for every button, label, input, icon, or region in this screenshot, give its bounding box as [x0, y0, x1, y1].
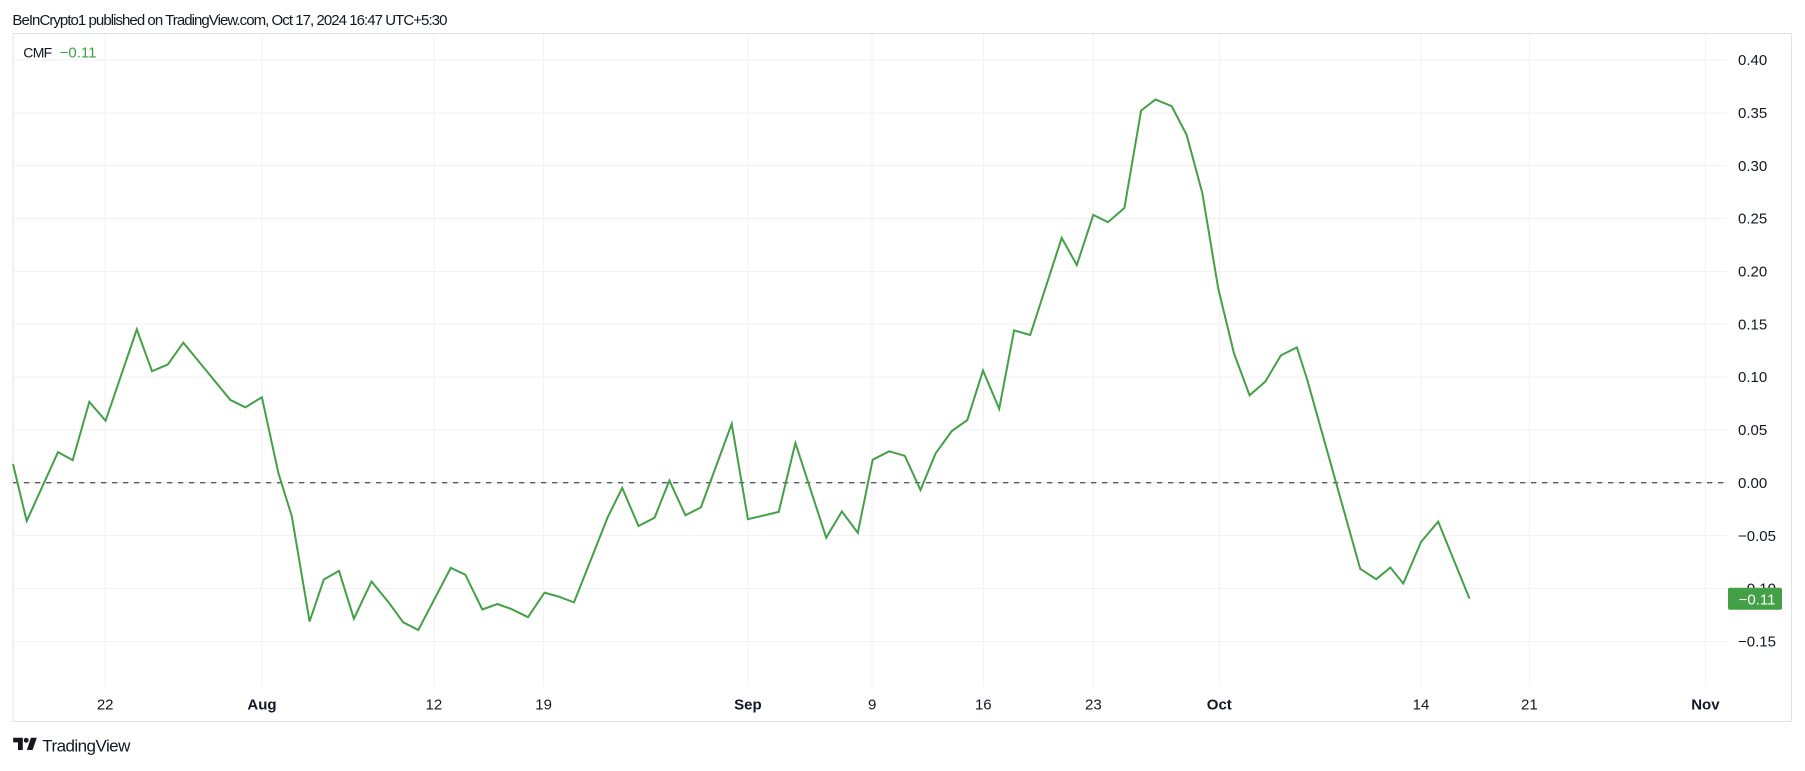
svg-text:12: 12 — [426, 697, 443, 714]
svg-text:−0.11: −0.11 — [1739, 591, 1776, 608]
svg-text:Sep: Sep — [734, 697, 762, 714]
svg-text:0.00: 0.00 — [1738, 475, 1767, 492]
svg-text:0.15: 0.15 — [1738, 316, 1767, 333]
svg-text:BeInCrypto1 published on Tradi: BeInCrypto1 published on TradingView.com… — [12, 12, 447, 29]
svg-text:TradingView: TradingView — [42, 737, 131, 756]
svg-text:9: 9 — [868, 697, 876, 714]
svg-text:Nov: Nov — [1691, 697, 1720, 714]
svg-text:0.10: 0.10 — [1738, 369, 1767, 386]
svg-text:0.35: 0.35 — [1738, 105, 1767, 122]
svg-text:0.40: 0.40 — [1738, 52, 1767, 69]
svg-text:0.05: 0.05 — [1738, 422, 1767, 439]
svg-text:23: 23 — [1085, 697, 1102, 714]
svg-text:0.20: 0.20 — [1738, 264, 1767, 281]
svg-text:Aug: Aug — [247, 697, 276, 714]
svg-text:Oct: Oct — [1207, 697, 1232, 714]
svg-text:−0.11: −0.11 — [60, 44, 97, 61]
svg-text:21: 21 — [1521, 697, 1538, 714]
svg-text:0.25: 0.25 — [1738, 211, 1767, 228]
svg-text:19: 19 — [535, 697, 552, 714]
svg-text:0.30: 0.30 — [1738, 158, 1767, 175]
svg-text:CMF: CMF — [23, 44, 51, 60]
svg-text:22: 22 — [97, 697, 114, 714]
svg-text:−0.15: −0.15 — [1738, 634, 1776, 651]
svg-text:14: 14 — [1413, 697, 1430, 714]
svg-text:−0.05: −0.05 — [1738, 528, 1776, 545]
svg-text:16: 16 — [975, 697, 992, 714]
